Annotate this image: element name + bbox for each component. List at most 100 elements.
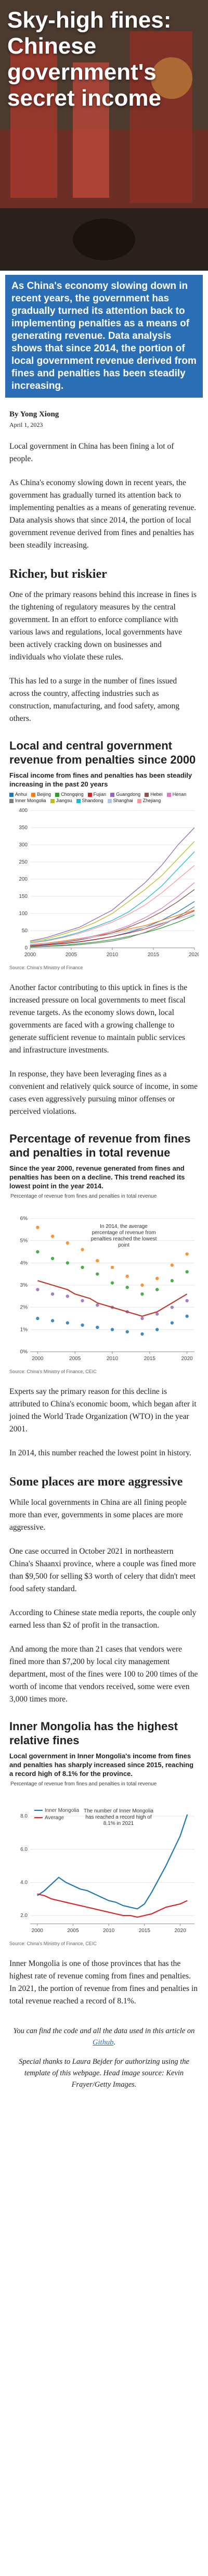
y-tick-label: 6.0 [20,1847,28,1852]
paragraph: Experts say the primary reason for this … [9,1387,197,1433]
chart: Inner Mongolia has the highest relative … [9,1719,199,1946]
paragraph: According to Chinese state media reports… [9,1608,197,1630]
legend-label: Zhejiang [142,798,161,803]
paragraph: Local government in China has been finin… [9,442,174,463]
y-tick-label: 4.0 [20,1880,28,1885]
chart-title: Inner Mongolia has the highest relative … [9,1720,178,1747]
y-axis-label: Percentage of revenue from fines and pen… [10,1194,157,1199]
point [185,1299,189,1303]
legend-item: Chongqing [55,792,84,797]
paragraph: Another factor contributing to this upti… [9,983,188,1055]
point [110,1281,114,1285]
point [50,1319,55,1323]
legend-label: Henan [172,792,187,797]
line [30,841,195,942]
point [50,1292,55,1296]
author: By Yong Xiong [9,410,59,418]
point [140,1332,144,1336]
annotation: The number of Inner Mongolia has reached… [84,1808,153,1826]
github-link[interactable]: Github [93,2038,114,2047]
chart-plot: 0 50 100 150 200 250 300 350 400 2000 2005 2010 2015… [19,808,200,958]
point [36,1225,40,1229]
legend-item: Hebei [145,792,163,797]
legend-item: Inner Mongolia [9,798,46,803]
point [185,1270,189,1274]
point [110,1265,114,1270]
y-tick-label: 2.0 [20,1913,28,1919]
point [36,1316,40,1321]
chart-title: Local and central government revenue fro… [9,739,196,766]
point [66,1321,70,1325]
section: Another factor contributing to this upti… [9,982,199,1118]
point [170,1321,174,1325]
footer: You can find the code and all the data u… [9,2025,199,2090]
legend-label: Inner Mongolia [45,1808,80,1813]
line [37,1280,188,1317]
section: Experts say the primary reason for this … [9,1386,199,1460]
point [81,1299,84,1303]
point [170,1263,174,1267]
y-tick-label: 2% [20,1305,28,1311]
section: One of the primary reasons behind this i… [9,589,199,725]
y-axis-label: Percentage of revenue from fines and pen… [10,1781,157,1787]
legend-item: Shandong [76,798,103,803]
paragraph: In 2014, this number reached the lowest … [9,1449,191,1457]
legend-swatch [55,792,60,797]
thanks: Special thanks to Laura Bejder for autho… [19,2057,189,2089]
y-tick-label: 0% [20,1349,28,1355]
legend-swatch [9,798,14,803]
text: You can find the code and all the data u… [13,2027,195,2035]
line [30,865,195,944]
legend-item: Beijing [31,792,51,797]
point [155,1288,159,1291]
point [50,1234,55,1238]
y-tick-label: 4% [20,1260,28,1266]
point [81,1265,84,1270]
paragraph: This has led to a surge in the number of… [9,677,179,723]
chart-title: Percentage of revenue from fines and pen… [9,1132,191,1159]
paragraph: While local governments in China are all… [9,1498,187,1532]
y-tick-label: 150 [19,894,28,899]
point [155,1277,159,1280]
legend-label: Inner Mongolia [15,798,46,803]
x-tick-label: 2015 [148,952,160,958]
paragraph: And among the more than 21 cases that ve… [9,1645,198,1704]
legend-item: Zhejiang [137,798,161,803]
chart-source: Source: China's Ministry of Finance [9,965,83,970]
y-tick-label: 3% [20,1283,28,1288]
paragraph: In response, they have been leveraging f… [9,1070,198,1116]
chart-plot: Percentage of revenue from fines and pen… [10,1194,194,1362]
y-tick-label: 5% [20,1238,28,1244]
y-tick-label: 250 [19,859,28,865]
x-tick-label: 2005 [67,1928,79,1934]
point [155,1328,159,1331]
legend-label: Anhui [15,792,28,797]
point [66,1261,70,1265]
line [30,889,195,946]
point [66,1241,70,1245]
legend-item: Jiangsu [50,798,72,803]
point [81,1248,84,1251]
point [140,1316,144,1321]
x-tick-label: 2020 [181,1356,193,1362]
legend-label: Shanghai [113,798,133,803]
legend-label: Jiangsu [56,798,72,803]
x-tick-label: 2010 [103,1928,115,1934]
y-tick-label: 6% [20,1216,28,1222]
legend-item: Shanghai [107,798,133,803]
chart-source: Source: China's Ministry of Finance, CEI… [9,1369,97,1374]
point [96,1303,99,1307]
hero: Sky-high fines: Chinese government's sec… [0,0,208,271]
code-note: You can find the code and all the data u… [9,2025,199,2048]
point [140,1283,144,1287]
legend: Anhui Beijing Chongqing Fujian Guangdong Hebe… [9,792,199,803]
legend-swatch [31,792,36,797]
legend-item: Anhui [9,792,27,797]
paragraph: One of the primary reasons behind this i… [9,590,197,662]
legend-swatch [166,792,171,797]
point [140,1292,144,1296]
point [81,1323,84,1327]
y-tick-label: 0 [24,945,28,951]
date: April 1, 2023 [9,421,43,428]
point [36,1250,40,1254]
